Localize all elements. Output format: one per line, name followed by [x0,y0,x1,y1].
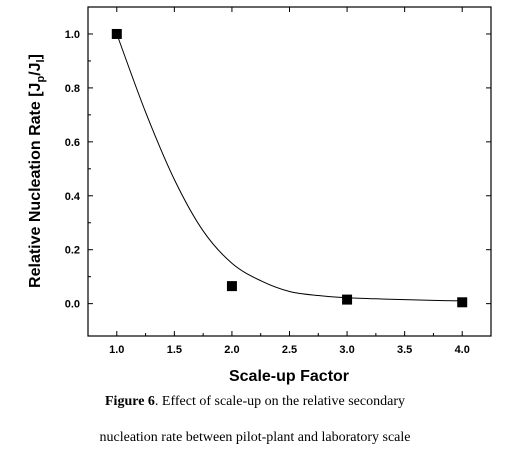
tick-labels: 1.0 1.5 2.0 2.5 3.0 3.5 4.0 0.0 0.2 0.4 0.6 0.8 1.0 [65,29,470,356]
x-tick-label: 2.5 [282,344,297,356]
x-tick-label: 3.0 [339,344,354,356]
y-tick-label: 0.6 [65,137,80,149]
figure-label: Figure 6 [105,394,155,409]
data-point [457,297,468,308]
y-axis-title: Relative Nucleation Rate [Jp/Jl] [27,54,47,288]
figure-caption-line1: Figure 6. Effect of scale-up on the rela… [0,394,510,410]
data-point [226,281,237,292]
chart: 1.0 1.5 2.0 2.5 3.0 3.5 4.0 0.0 0.2 0.4 0.6 0.81.0 … [27,6,492,385]
fit-curve [116,33,463,302]
plot-frame [87,6,492,337]
y-tick-label: 0.2 [65,245,80,257]
data-markers [111,28,468,308]
y-tick-label: 0.4 [65,191,81,203]
x-tick-label: 1.0 [109,344,124,356]
y-tick-label: 0.0 [65,299,80,311]
data-point [111,28,122,39]
y-tick-label: 1.0 [65,29,80,41]
figure-caption-line2: nucleation rate between pilot-plant and … [0,430,510,446]
x-tick-label: 2.0 [224,344,239,356]
caption-text-2: nucleation rate between pilot-plant and … [99,430,411,445]
x-tick-label: 1.5 [167,344,182,356]
ticks [88,7,491,336]
y-tick-label: 0.8 [65,83,80,95]
caption-text-1: . Effect of scale-up on the relative sec… [154,394,405,409]
data-point [342,294,353,305]
x-tick-label: 4.0 [455,344,470,356]
x-axis-title: Scale-up Factor [229,368,349,385]
x-tick-label: 3.5 [397,344,412,356]
